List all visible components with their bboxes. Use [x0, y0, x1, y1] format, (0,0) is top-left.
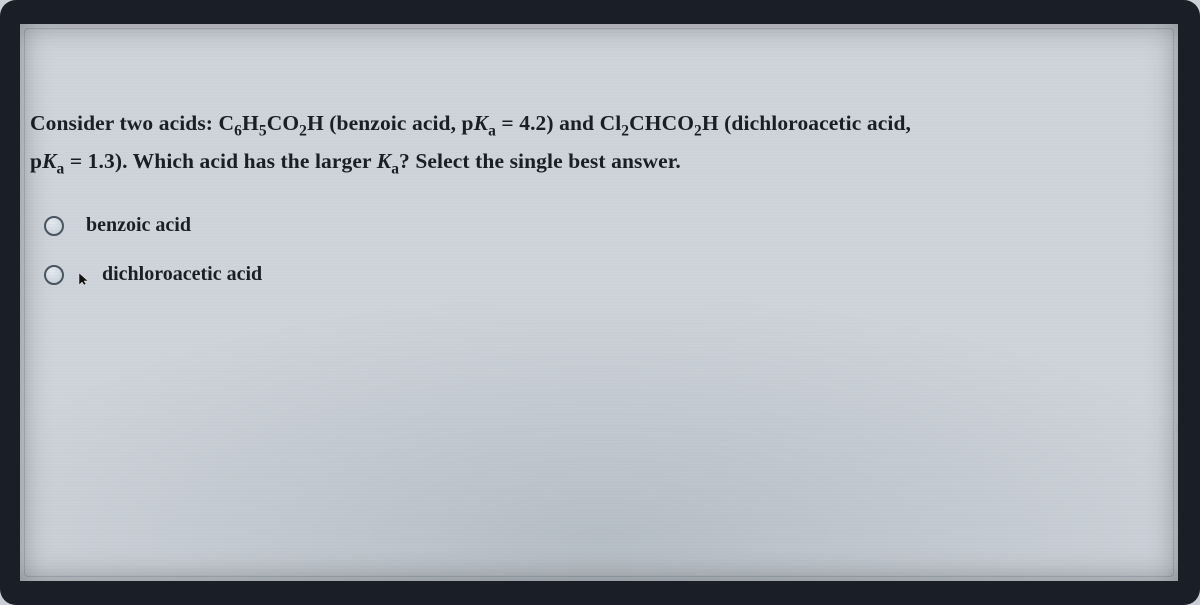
radio-button[interactable]	[44, 265, 64, 285]
options-group: benzoic acid dichloroacetic acid	[30, 208, 1170, 292]
sub: 2	[299, 122, 307, 139]
question-block: Consider two acids: C6H5CO2H (benzoic ac…	[30, 106, 1170, 306]
sub: 5	[259, 122, 267, 139]
sub: 2	[621, 122, 629, 139]
ital: K	[42, 149, 56, 173]
sub: 2	[694, 122, 702, 139]
question-text: Consider two acids: C6H5CO2H (benzoic ac…	[30, 106, 1170, 182]
radio-button[interactable]	[44, 216, 64, 236]
ital: K	[377, 149, 391, 173]
t: CHCO	[629, 111, 694, 135]
cursor-icon	[78, 272, 88, 282]
option-row[interactable]: dichloroacetic acid	[30, 257, 1170, 292]
sub: a	[391, 160, 399, 177]
t: H (benzoic acid, p	[307, 111, 474, 135]
sub: a	[488, 122, 496, 139]
t: ? Select the single best answer.	[399, 149, 681, 173]
option-row[interactable]: benzoic acid	[30, 208, 1170, 243]
q-line2: pKa = 1.3). Which acid has the larger Ka…	[30, 149, 681, 173]
t: p	[30, 149, 42, 173]
option-label: benzoic acid	[86, 214, 191, 237]
sub: 6	[234, 122, 242, 139]
q-line1: Consider two acids: C6H5CO2H (benzoic ac…	[30, 111, 911, 135]
t: H	[242, 111, 259, 135]
t: H (dichloroacetic acid,	[702, 111, 911, 135]
ital: K	[474, 111, 488, 135]
t: = 4.2) and Cl	[496, 111, 621, 135]
t: Consider two acids: C	[30, 111, 234, 135]
t: CO	[267, 111, 299, 135]
option-label: dichloroacetic acid	[102, 263, 262, 286]
t: = 1.3). Which acid has the larger	[64, 149, 376, 173]
